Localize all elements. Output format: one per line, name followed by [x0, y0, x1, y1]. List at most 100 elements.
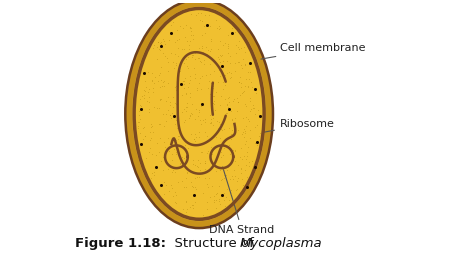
Point	[215, 199, 223, 203]
Point	[155, 72, 163, 77]
Point	[164, 68, 172, 72]
Point	[146, 95, 153, 99]
Point	[148, 78, 155, 82]
Point	[231, 149, 239, 153]
Point	[196, 118, 204, 122]
Point	[219, 87, 227, 91]
Point	[167, 51, 174, 55]
Point	[217, 178, 224, 182]
Point	[241, 142, 248, 146]
Point	[180, 120, 187, 124]
Point	[243, 104, 250, 108]
Point	[146, 107, 153, 111]
Point	[182, 210, 190, 214]
Point	[221, 139, 229, 143]
Point	[159, 168, 166, 172]
Point	[193, 164, 201, 168]
Point	[169, 158, 176, 162]
Point	[210, 200, 218, 204]
Point	[164, 146, 172, 150]
Point	[203, 52, 211, 57]
Point	[172, 84, 180, 88]
Point	[151, 173, 158, 177]
Point	[200, 24, 208, 28]
Point	[183, 64, 191, 68]
Point	[214, 64, 221, 68]
Point	[194, 56, 201, 60]
Point	[230, 97, 238, 101]
Point	[149, 86, 156, 90]
Point	[166, 113, 174, 117]
Point	[183, 171, 191, 175]
Point	[207, 47, 215, 51]
Point	[210, 102, 218, 106]
Point	[150, 170, 158, 174]
Point	[191, 57, 199, 61]
Point	[165, 38, 173, 42]
Point	[246, 136, 254, 140]
Point	[212, 169, 219, 173]
Point	[210, 123, 217, 127]
Point	[223, 111, 231, 115]
Point	[196, 135, 203, 139]
Point	[186, 74, 194, 78]
Point	[245, 85, 252, 89]
Point	[239, 130, 247, 134]
Point	[168, 170, 176, 174]
Point	[178, 163, 186, 167]
Point	[246, 70, 254, 74]
Point	[206, 121, 213, 125]
Point	[211, 108, 219, 112]
Point	[234, 128, 242, 132]
Point	[217, 122, 224, 126]
Point	[238, 177, 246, 181]
Point	[201, 159, 209, 164]
Point	[191, 51, 199, 55]
Point	[228, 117, 236, 121]
Point	[171, 190, 179, 194]
Point	[200, 58, 208, 62]
Point	[222, 195, 229, 199]
Point	[164, 95, 171, 99]
Point	[169, 60, 177, 64]
Point	[256, 131, 264, 135]
Point	[178, 179, 186, 183]
Point	[198, 33, 205, 37]
Point	[229, 99, 237, 103]
Point	[225, 100, 232, 104]
Point	[227, 132, 235, 136]
Point	[176, 161, 184, 165]
Point	[191, 175, 199, 180]
Point	[181, 35, 188, 39]
Point	[225, 126, 232, 130]
Point	[169, 95, 177, 99]
Point	[231, 153, 238, 157]
Point	[176, 162, 183, 166]
Point	[209, 184, 216, 189]
Point	[197, 11, 205, 15]
Point	[244, 117, 251, 121]
Point	[163, 119, 170, 124]
Point	[190, 66, 198, 70]
Point	[218, 53, 225, 58]
Point	[216, 168, 224, 172]
Point	[225, 198, 233, 202]
Point	[224, 103, 231, 107]
Point	[164, 81, 172, 85]
Point	[235, 47, 242, 51]
Point	[212, 134, 219, 139]
Point	[155, 150, 163, 154]
Point	[243, 157, 250, 161]
Point	[205, 13, 213, 17]
Point	[164, 167, 172, 171]
Point	[190, 203, 197, 207]
Point	[148, 71, 155, 75]
Point	[177, 69, 184, 73]
Point	[183, 170, 191, 174]
Point	[222, 83, 229, 87]
Point	[212, 191, 220, 196]
Point	[223, 102, 231, 106]
Point	[171, 40, 179, 44]
Point	[183, 141, 191, 145]
Text: Figure 1.18:: Figure 1.18:	[75, 237, 166, 250]
